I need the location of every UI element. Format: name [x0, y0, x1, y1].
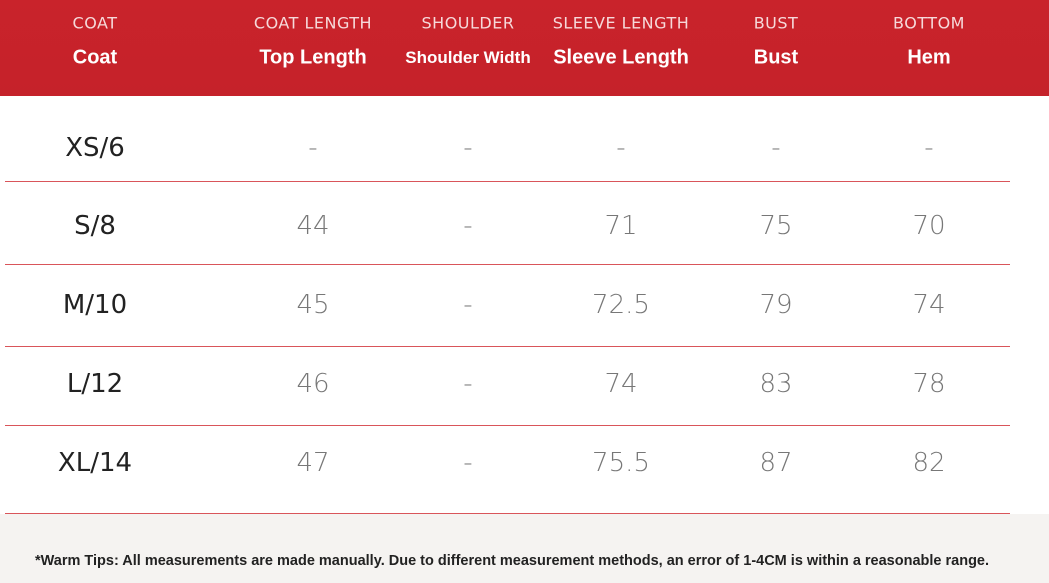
warm-tip: *Warm Tips: All measurements are made ma…	[34, 553, 990, 569]
measurement: 75	[759, 211, 793, 241]
measurement: -	[463, 369, 473, 399]
measurement: 72.5	[592, 290, 650, 320]
column-title: Shoulder Width	[405, 48, 531, 67]
measurement: 46	[296, 369, 330, 399]
measurement: 70	[912, 211, 946, 241]
column-title: Top Length	[259, 46, 367, 69]
header-band	[0, 0, 1049, 96]
row-divider	[5, 425, 1010, 426]
measurement: -	[463, 448, 473, 478]
measurement: -	[616, 133, 626, 163]
measurement: 82	[912, 448, 946, 478]
measurement: -	[771, 133, 781, 163]
column-caption: SLEEVE LENGTH	[552, 13, 690, 33]
column-title: Bust	[753, 46, 799, 69]
column-caption: BOTTOM	[893, 13, 965, 33]
column-caption: BUST	[753, 13, 799, 33]
measurement: 83	[759, 369, 793, 399]
column-caption: COAT	[72, 13, 118, 33]
measurement: -	[463, 133, 473, 163]
measurement: 71	[604, 211, 638, 241]
column-caption: SHOULDER	[421, 13, 515, 33]
row-divider	[5, 513, 1010, 514]
measurement: 87	[759, 448, 793, 478]
row-divider	[5, 264, 1010, 265]
column-caption: COAT LENGTH	[253, 13, 373, 33]
measurement: 44	[296, 211, 330, 241]
footer-band	[0, 514, 1049, 583]
measurement: -	[308, 133, 318, 163]
measurement: 74	[912, 290, 946, 320]
size-label: S/8	[74, 211, 116, 241]
row-divider	[5, 181, 1010, 182]
row-divider	[5, 346, 1010, 347]
measurement: 45	[296, 290, 330, 320]
measurement: -	[463, 290, 473, 320]
measurement: -	[924, 133, 934, 163]
size-label: M/10	[62, 290, 128, 320]
size-label: XL/14	[57, 448, 133, 478]
measurement: 47	[296, 448, 330, 478]
size-label: XS/6	[65, 133, 125, 163]
column-title: Sleeve Length	[553, 46, 689, 69]
measurement: -	[463, 211, 473, 241]
column-title: Hem	[907, 46, 951, 69]
size-label: L/12	[66, 369, 124, 399]
column-title: Coat	[72, 46, 118, 69]
measurement: 75.5	[592, 448, 650, 478]
measurement: 74	[604, 369, 638, 399]
measurement: 78	[912, 369, 946, 399]
measurement: 79	[759, 290, 793, 320]
